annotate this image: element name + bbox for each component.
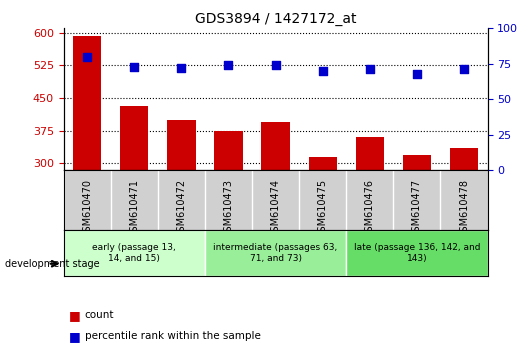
Text: early (passage 13,
14, and 15): early (passage 13, 14, and 15) (92, 244, 176, 263)
Text: GSM610474: GSM610474 (271, 179, 280, 238)
Text: GSM610477: GSM610477 (412, 179, 422, 238)
FancyBboxPatch shape (346, 230, 488, 276)
Bar (73, 36, 101, 170)
Point (413, 71, 421, 76)
Text: percentile rank within the sample: percentile rank within the sample (85, 331, 261, 341)
Text: GSM610471: GSM610471 (129, 179, 139, 238)
Point (177, 65, 186, 71)
Bar (214, 131, 243, 170)
Bar (167, 120, 196, 170)
Point (130, 64, 138, 69)
FancyBboxPatch shape (205, 230, 346, 276)
Text: GSM610478: GSM610478 (459, 179, 469, 238)
Point (83, 54, 91, 59)
Bar (308, 157, 337, 170)
Text: intermediate (passages 63,
71, and 73): intermediate (passages 63, 71, and 73) (214, 244, 338, 263)
Title: GDS3894 / 1427172_at: GDS3894 / 1427172_at (195, 12, 356, 26)
Text: count: count (85, 310, 114, 320)
Point (224, 62, 233, 68)
Bar (450, 148, 478, 170)
Text: GSM610476: GSM610476 (365, 179, 375, 238)
Bar (403, 155, 431, 170)
Bar (261, 122, 290, 170)
Text: development stage: development stage (5, 259, 100, 269)
Text: ■: ■ (69, 330, 81, 343)
Text: GSM610470: GSM610470 (82, 179, 92, 238)
Point (460, 67, 469, 72)
Text: GSM610475: GSM610475 (317, 179, 328, 238)
Text: late (passage 136, 142, and
143): late (passage 136, 142, and 143) (354, 244, 480, 263)
Text: GSM610472: GSM610472 (176, 179, 187, 238)
Point (271, 62, 280, 68)
Point (319, 68, 327, 74)
Text: ■: ■ (69, 309, 81, 321)
Bar (356, 137, 384, 170)
Point (366, 67, 374, 72)
Bar (120, 106, 148, 170)
FancyBboxPatch shape (64, 230, 205, 276)
Text: GSM610473: GSM610473 (224, 179, 234, 238)
